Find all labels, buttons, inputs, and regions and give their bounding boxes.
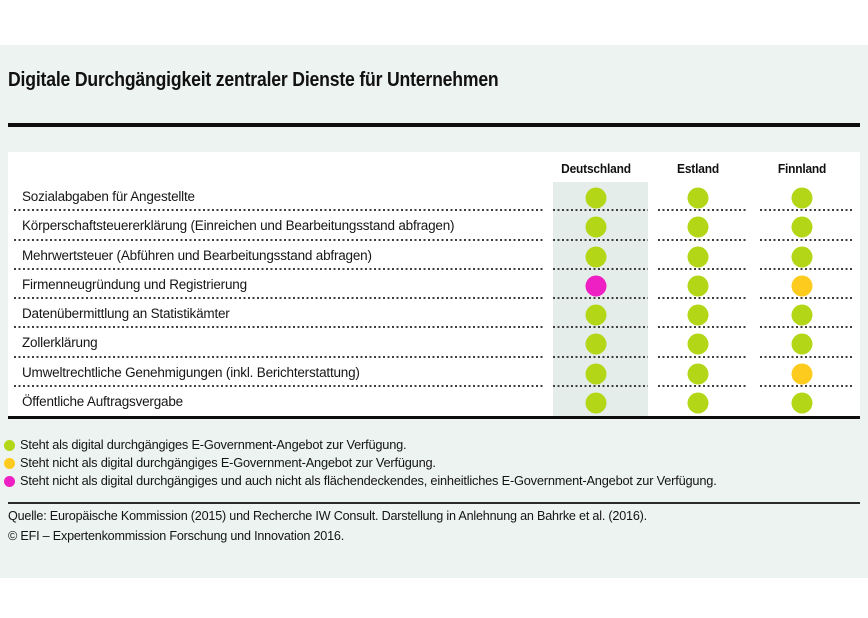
status-dot-green — [791, 187, 813, 209]
status-dot-green — [791, 246, 813, 268]
column-header-finnland: Finnland — [777, 161, 827, 176]
dotted-separator — [658, 238, 747, 241]
row-label: Öffentliche Auftragsvergabe — [22, 393, 183, 409]
dotted-separator — [553, 297, 648, 299]
column-header-estland: Estland — [677, 161, 719, 176]
status-dot-green — [585, 392, 607, 414]
dotted-separator — [658, 326, 747, 329]
dotted-separator — [553, 209, 648, 212]
status-dot-green — [687, 216, 709, 238]
table-row: Umweltrechtliche Genehmigungen (inkl. Be… — [8, 358, 860, 387]
dotted-separator — [14, 209, 545, 212]
row-label: Datenübermittlung an Statistikämter — [22, 306, 230, 321]
table-panel: Deutschland Estland Finnland Sozialabgaben… — [8, 152, 860, 416]
legend-label: Steht nicht als digital durchgängiges un… — [20, 473, 717, 488]
row-label: Mehrwertsteuer (Abführen und Bearbeitung… — [22, 247, 372, 263]
status-dot-green — [687, 333, 709, 355]
dotted-separator — [14, 384, 545, 387]
status-dot-yellow — [791, 363, 813, 385]
status-dot-magenta — [585, 275, 607, 297]
legend: Steht als digital durchgängiges E-Govern… — [4, 436, 717, 490]
row-label: Körperschaftsteuererklärung (Einreichen … — [22, 218, 455, 234]
copyright-line: © EFI – Expertenkommission Forschung und… — [8, 529, 344, 543]
dotted-separator — [658, 297, 747, 299]
dotted-separator — [553, 326, 648, 329]
dotted-separator — [553, 238, 648, 241]
status-dot-green — [791, 304, 813, 326]
status-dot-green — [687, 363, 709, 385]
column-header-deutschland: Deutschland — [561, 161, 631, 176]
dotted-separator — [658, 384, 747, 387]
dotted-separator — [14, 267, 545, 270]
status-dot-green — [585, 216, 607, 238]
status-dot-green — [791, 392, 813, 414]
dotted-separator — [760, 297, 853, 299]
dotted-separator — [760, 238, 853, 241]
legend-dot-magenta — [4, 475, 15, 487]
status-dot-green — [585, 363, 607, 385]
source-divider — [8, 502, 860, 504]
status-dot-green — [585, 333, 607, 355]
dotted-separator — [553, 267, 648, 270]
table-row: Sozialabgaben für Angestellte — [8, 182, 860, 212]
status-dot-green — [687, 187, 709, 209]
dotted-separator — [14, 297, 545, 299]
figure-title: Digitale Durchgängigkeit zentraler Diens… — [8, 69, 499, 91]
legend-item-yellow: Steht nicht als digital durchgängiges E-… — [4, 454, 717, 472]
legend-dot-yellow — [4, 457, 15, 469]
table-bottom-rule — [8, 416, 860, 419]
legend-item-green: Steht als digital durchgängiges E-Govern… — [4, 436, 717, 454]
status-dot-green — [585, 246, 607, 268]
table-row: Körperschaftsteuererklärung (Einreichen … — [8, 211, 860, 241]
dotted-separator — [553, 355, 648, 358]
table-row: Mehrwertsteuer (Abführen und Bearbeitung… — [8, 241, 860, 270]
source-line: Quelle: Europäische Kommission (2015) un… — [8, 509, 647, 523]
status-dot-green — [791, 333, 813, 355]
table-row: Zollerklärung — [8, 328, 860, 358]
dotted-separator — [14, 238, 545, 241]
legend-label: Steht als digital durchgängiges E-Govern… — [20, 437, 407, 452]
dotted-separator — [760, 355, 853, 358]
dotted-separator — [760, 326, 853, 329]
status-dot-green — [585, 304, 607, 326]
status-dot-green — [687, 246, 709, 268]
status-dot-green — [585, 187, 607, 209]
dotted-separator — [658, 209, 747, 212]
legend-item-magenta: Steht nicht als digital durchgängiges un… — [4, 472, 717, 490]
status-dot-green — [791, 216, 813, 238]
status-dot-green — [687, 392, 709, 414]
dotted-separator — [658, 355, 747, 358]
dotted-separator — [658, 267, 747, 270]
status-dot-green — [687, 275, 709, 297]
row-label: Zollerklärung — [22, 335, 98, 351]
dotted-separator — [14, 326, 545, 329]
dotted-separator — [760, 209, 853, 212]
dotted-separator — [553, 384, 648, 387]
legend-dot-green — [4, 439, 15, 451]
table-row: Firmenneugründung und Registrierung — [8, 270, 860, 299]
legend-label: Steht nicht als digital durchgängiges E-… — [20, 455, 436, 470]
table-row: Datenübermittlung an Statistikämter — [8, 299, 860, 329]
row-label: Sozialabgaben für Angestellte — [22, 189, 195, 204]
dotted-separator — [760, 267, 853, 270]
status-dot-yellow — [791, 275, 813, 297]
row-label: Firmenneugründung und Registrierung — [22, 276, 247, 292]
dotted-separator — [14, 355, 545, 358]
status-dot-green — [687, 304, 709, 326]
table-row: Öffentliche Auftragsvergabe — [8, 387, 860, 416]
title-divider — [8, 123, 860, 127]
dotted-separator — [760, 384, 853, 387]
row-label: Umweltrechtliche Genehmigungen (inkl. Be… — [22, 364, 360, 380]
